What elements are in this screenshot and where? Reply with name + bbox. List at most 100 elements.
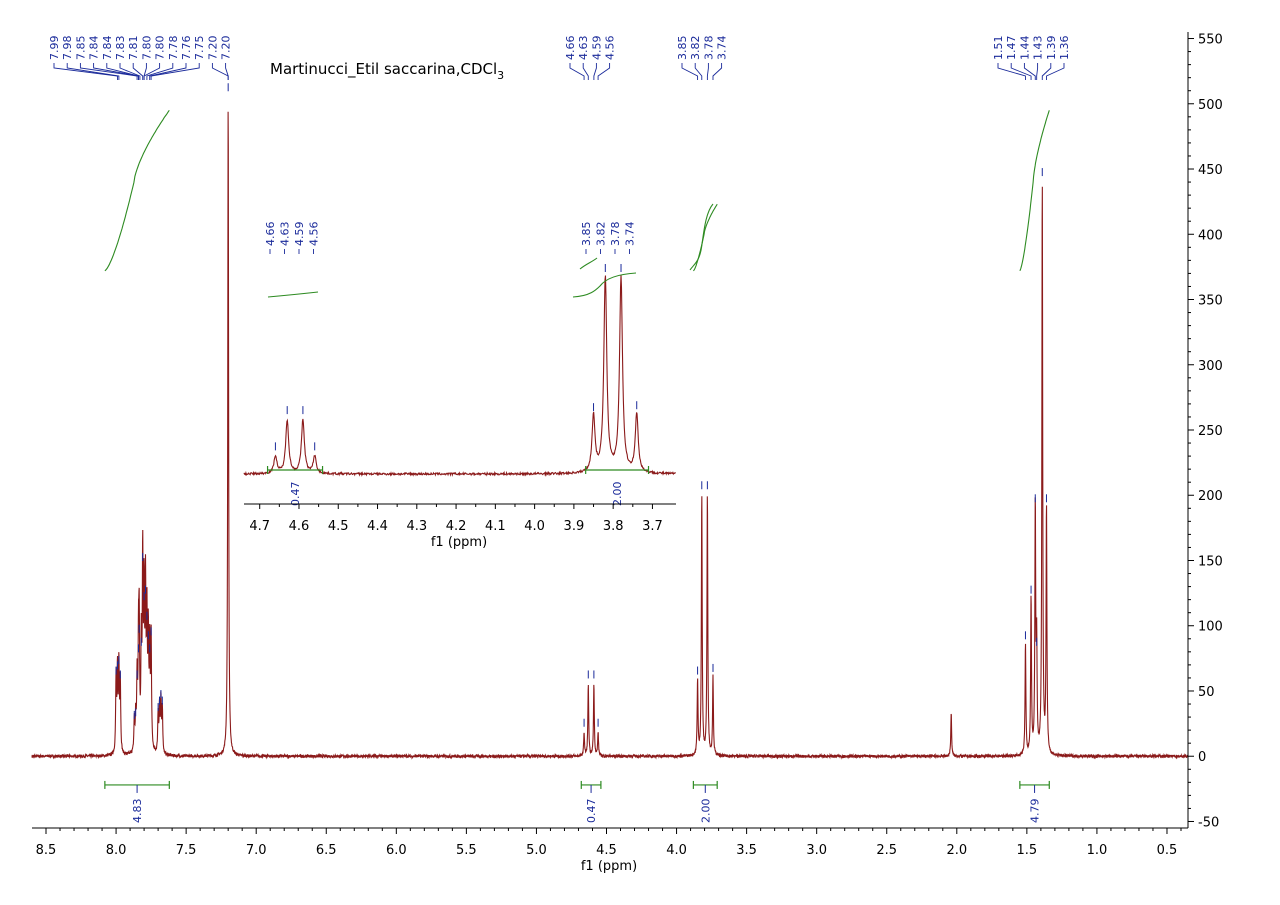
peak-label: 7.99	[48, 36, 61, 61]
integral-value-label: 0.47	[585, 798, 598, 823]
peak-label-connector	[79, 63, 138, 80]
peak-label: 7.84	[88, 36, 101, 61]
x-tick-label: 2.5	[876, 843, 897, 858]
peak-label: 7.83	[114, 36, 127, 61]
peak-label: 3.74	[716, 36, 729, 61]
chart-title-subscript: 3	[497, 69, 504, 82]
inset-x-tick-label: 4.2	[446, 519, 467, 534]
peak-label: 7.76	[180, 36, 193, 61]
integral-curve	[1019, 110, 1050, 272]
peak-label: 4.63	[577, 36, 590, 61]
inset-spectrum-line	[243, 274, 676, 477]
x-tick-label: 4.0	[666, 843, 687, 858]
integral-curve	[693, 203, 718, 272]
x-tick-label: 1.0	[1087, 843, 1108, 858]
peak-label-connector	[225, 63, 229, 80]
peak-label: 7.84	[101, 36, 114, 61]
peak-label-connector	[712, 63, 723, 80]
peak-label-connector	[119, 63, 141, 80]
peak-label: 4.66	[564, 36, 577, 61]
inset-peak-label: 4.66	[264, 222, 277, 247]
peak-label: 7.85	[74, 36, 87, 61]
y-tick-label: 300	[1198, 359, 1223, 374]
peak-label-connector	[569, 63, 585, 80]
x-tick-label: 6.5	[316, 843, 337, 858]
peak-label-connector	[997, 63, 1026, 80]
inset-peak-label: 3.78	[609, 222, 622, 247]
x-tick-label: 8.0	[106, 843, 127, 858]
peak-label: 1.47	[1005, 36, 1018, 61]
y-tick-label: 150	[1198, 554, 1223, 569]
peak-label: 1.39	[1045, 36, 1058, 61]
x-axis-title: f1 (ppm)	[581, 859, 637, 874]
x-tick-label: 1.5	[1017, 843, 1038, 858]
inset-peak-label: 4.59	[293, 222, 306, 247]
inset-peak-label: 3.82	[595, 222, 608, 247]
integral-value-label: 4.83	[131, 798, 144, 823]
peak-label-connector	[582, 63, 589, 80]
y-tick-label: 100	[1198, 620, 1223, 635]
peak-label-connector	[1046, 63, 1065, 80]
y-tick-label: 350	[1198, 294, 1223, 309]
y-tick-label: 450	[1198, 163, 1223, 178]
peak-label-connector	[146, 63, 174, 80]
y-tick-label: 200	[1198, 489, 1223, 504]
peak-label: 4.59	[590, 36, 603, 61]
inset-integral-curve	[579, 257, 598, 270]
peak-label: 3.85	[676, 36, 689, 61]
chart-title: Martinucci_Etil saccarina,CDCl3	[270, 60, 504, 82]
y-tick-label: 50	[1198, 685, 1215, 700]
peak-label-connector	[53, 63, 118, 80]
y-tick-label: 250	[1198, 424, 1223, 439]
y-tick-label: 500	[1198, 98, 1223, 113]
x-tick-label: 2.0	[946, 843, 967, 858]
peak-label-connector	[597, 63, 611, 80]
peak-label: 3.82	[689, 36, 702, 61]
peak-label: 1.36	[1058, 36, 1071, 61]
inset-peak-label: 3.74	[624, 222, 637, 247]
chart-title-main: Martinucci_Etil saccarina,CDCl	[270, 60, 497, 79]
peak-label: 7.20	[220, 36, 233, 61]
inset-peak-label: 4.63	[279, 222, 292, 247]
x-tick-label: 5.5	[456, 843, 477, 858]
y-tick-label: 400	[1198, 228, 1223, 243]
x-tick-label: 6.0	[386, 843, 407, 858]
peak-label-connector	[1041, 63, 1052, 80]
peak-label-connector	[66, 63, 120, 80]
inset-peak-label: 4.56	[308, 222, 321, 247]
peak-label-connector	[1010, 63, 1032, 80]
x-tick-label: 4.5	[596, 843, 617, 858]
peak-label-connector	[593, 63, 597, 80]
peak-label: 7.75	[193, 36, 206, 61]
inset-integral-value-label: 0.47	[289, 482, 302, 507]
inset-x-tick-label: 4.3	[406, 519, 427, 534]
peak-label: 7.80	[154, 36, 167, 61]
peak-label: 7.20	[206, 36, 219, 61]
x-tick-label: 7.5	[176, 843, 197, 858]
inset-x-axis-title: f1 (ppm)	[431, 535, 487, 550]
peak-label-connector	[1023, 63, 1036, 80]
inset-x-tick-label: 4.5	[328, 519, 349, 534]
inset-peak-label: 3.85	[580, 222, 593, 247]
inset-integral-curve	[267, 291, 319, 298]
x-tick-label: 3.5	[736, 843, 757, 858]
peak-label-connector	[1036, 63, 1039, 80]
integral-curve-small	[689, 203, 714, 271]
inset-x-tick-label: 3.9	[564, 519, 585, 534]
inset-x-tick-label: 4.7	[249, 519, 270, 534]
peak-label-connector	[149, 63, 187, 80]
spectrum-line	[31, 111, 1189, 760]
x-tick-label: 7.0	[246, 843, 267, 858]
peak-label: 3.78	[702, 36, 715, 61]
inset-x-tick-label: 4.1	[485, 519, 506, 534]
inset-integral-value-label: 2.00	[611, 482, 624, 507]
peak-label-connector	[132, 63, 144, 80]
x-tick-label: 5.0	[526, 843, 547, 858]
peak-label: 1.51	[992, 36, 1005, 61]
integral-curve	[104, 109, 170, 272]
inset-x-tick-label: 4.6	[289, 519, 310, 534]
y-tick-label: 0	[1198, 750, 1206, 765]
x-tick-label: 3.0	[806, 843, 827, 858]
peak-label: 4.56	[604, 36, 617, 61]
